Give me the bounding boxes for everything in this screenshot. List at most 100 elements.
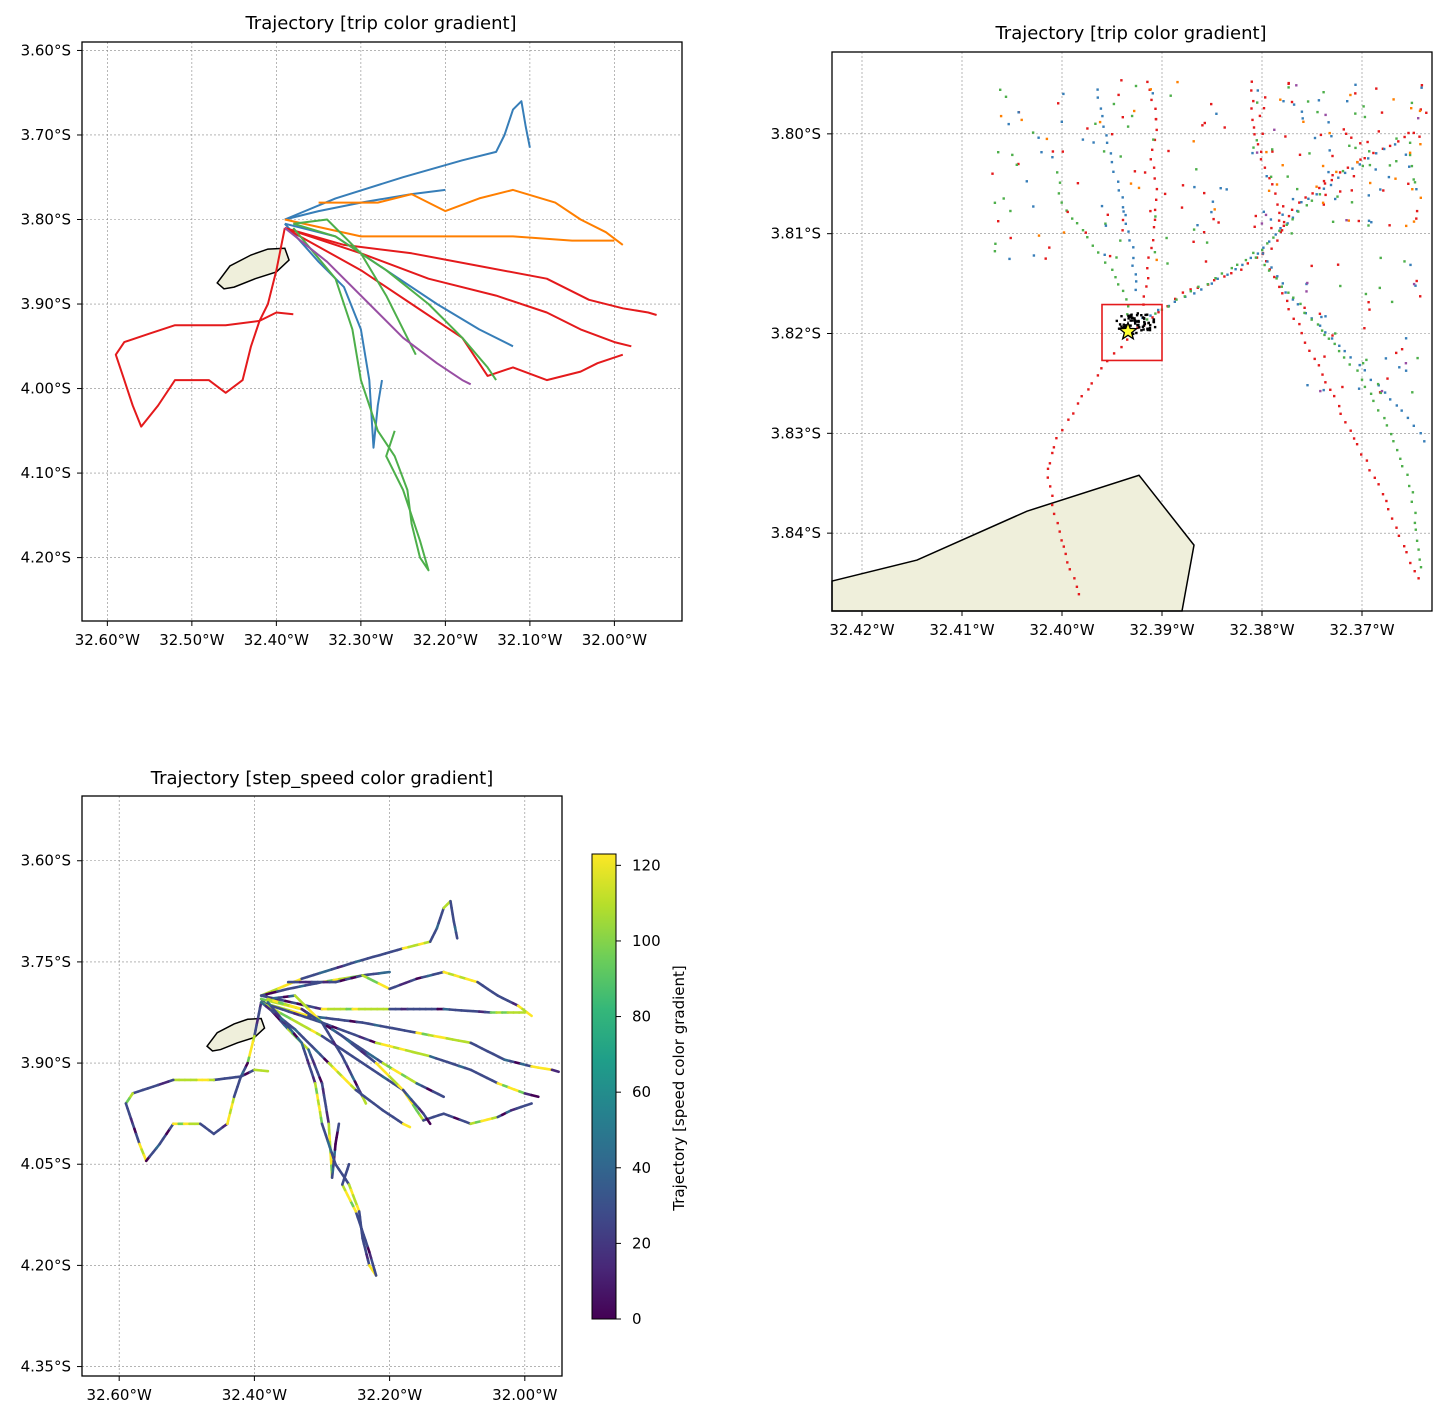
island-land bbox=[216, 247, 290, 290]
fix-point bbox=[1388, 164, 1392, 167]
fix-point bbox=[1300, 201, 1303, 204]
fix-point bbox=[1354, 83, 1357, 86]
colorbar-tick-label: 40 bbox=[632, 1159, 651, 1177]
fix-point bbox=[1417, 117, 1420, 120]
fix-point bbox=[1103, 253, 1106, 256]
colony-star-marker bbox=[1117, 320, 1139, 341]
speed-track-segment bbox=[361, 1095, 368, 1105]
fix-point bbox=[1117, 283, 1120, 286]
fix-point bbox=[1281, 164, 1284, 167]
fix-point bbox=[1117, 180, 1120, 183]
y-tick-label: 3.80°S bbox=[771, 125, 821, 143]
trip-track bbox=[284, 222, 514, 348]
fix-point bbox=[1149, 209, 1152, 213]
y-tick-label: 4.20°S bbox=[21, 549, 71, 567]
fix-point bbox=[1360, 378, 1364, 381]
fix-point bbox=[1253, 133, 1256, 136]
fix-point bbox=[1175, 298, 1178, 301]
fix-point bbox=[1390, 517, 1394, 520]
fix-point bbox=[1280, 229, 1284, 232]
colony-fix-point bbox=[1142, 328, 1145, 331]
fix-point bbox=[1369, 181, 1372, 185]
fix-point bbox=[1393, 143, 1397, 146]
fix-point bbox=[1051, 503, 1054, 507]
fix-point bbox=[1064, 552, 1067, 556]
x-tick-label: 32.39°W bbox=[1129, 621, 1194, 639]
fix-point bbox=[1166, 262, 1169, 265]
fix-point bbox=[1155, 187, 1159, 191]
fix-point bbox=[1300, 110, 1304, 113]
fix-point bbox=[1412, 282, 1416, 286]
fix-point bbox=[1104, 222, 1107, 225]
fix-point bbox=[1143, 171, 1147, 174]
fix-point bbox=[1262, 246, 1265, 249]
colony-fix-point bbox=[1147, 321, 1150, 325]
fix-point bbox=[1176, 80, 1179, 84]
fix-point bbox=[1406, 473, 1409, 476]
fix-point bbox=[1321, 373, 1324, 376]
speed-colorbar: 0 20 40 60 80 100 120 Trajectory [speed color … bbox=[591, 853, 688, 1328]
x-tick-label: 32.00°W bbox=[492, 1386, 557, 1404]
fix-point bbox=[1121, 206, 1125, 209]
fix-point bbox=[1358, 363, 1361, 367]
fix-point bbox=[1412, 424, 1415, 427]
fix-point bbox=[1223, 126, 1226, 129]
fix-point bbox=[1134, 273, 1137, 276]
colony-fix-point bbox=[1135, 314, 1139, 317]
fix-point bbox=[1339, 190, 1342, 193]
fix-point bbox=[1017, 162, 1020, 166]
colony-fix-point bbox=[1137, 323, 1140, 327]
fix-point bbox=[1275, 183, 1279, 186]
fix-point bbox=[1117, 189, 1120, 192]
fix-point bbox=[1155, 198, 1158, 201]
x-tick-label: 32.37°W bbox=[1329, 621, 1394, 639]
fix-point bbox=[1383, 391, 1387, 394]
colony-fix-point bbox=[1127, 314, 1130, 317]
fix-point bbox=[1318, 193, 1322, 196]
fix-point bbox=[1419, 196, 1422, 199]
fix-point bbox=[1201, 124, 1204, 127]
colony-highlight-box bbox=[1101, 303, 1163, 362]
fix-point bbox=[1418, 135, 1421, 138]
fix-point bbox=[1322, 179, 1326, 183]
fix-point bbox=[1255, 151, 1259, 154]
fix-point bbox=[1096, 88, 1099, 91]
fix-point bbox=[1114, 276, 1117, 279]
fix-point bbox=[1076, 182, 1080, 185]
speed-track-segment bbox=[401, 1122, 412, 1129]
speed-track-segment bbox=[530, 1093, 540, 1099]
fix-point bbox=[1251, 118, 1254, 122]
colony-fix-point bbox=[1135, 331, 1138, 335]
fix-point bbox=[1278, 285, 1281, 289]
fix-point bbox=[1415, 279, 1418, 283]
fix-point bbox=[1413, 570, 1416, 573]
fix-point bbox=[1363, 157, 1366, 160]
fix-point bbox=[1291, 218, 1294, 221]
y-tick-label: 3.81°S bbox=[771, 225, 821, 243]
fix-point bbox=[1152, 226, 1156, 229]
colony-fix-point bbox=[1115, 319, 1118, 323]
colony-fix-point bbox=[1149, 323, 1152, 327]
fix-point bbox=[1280, 285, 1283, 288]
fix-point bbox=[1420, 86, 1423, 89]
fix-point bbox=[1061, 429, 1064, 432]
fix-point bbox=[1061, 150, 1064, 153]
fix-point bbox=[1111, 268, 1114, 271]
fix-point bbox=[1276, 203, 1279, 206]
fix-point bbox=[1112, 170, 1115, 173]
fix-point bbox=[1395, 526, 1398, 529]
fix-point bbox=[1153, 138, 1157, 142]
fix-point bbox=[1136, 326, 1139, 330]
fix-point bbox=[1121, 218, 1125, 222]
fix-point bbox=[1051, 451, 1054, 455]
fix-point bbox=[1256, 143, 1260, 146]
fix-point bbox=[1298, 201, 1301, 204]
fix-point bbox=[1286, 299, 1289, 303]
fix-point bbox=[1150, 98, 1153, 102]
speed-track-segment bbox=[454, 931, 459, 940]
fix-point bbox=[1145, 285, 1148, 288]
fix-point bbox=[1121, 116, 1124, 119]
fix-point bbox=[1058, 530, 1061, 533]
fix-point bbox=[1109, 152, 1113, 155]
x-tick-label: 32.20°W bbox=[357, 1386, 422, 1404]
